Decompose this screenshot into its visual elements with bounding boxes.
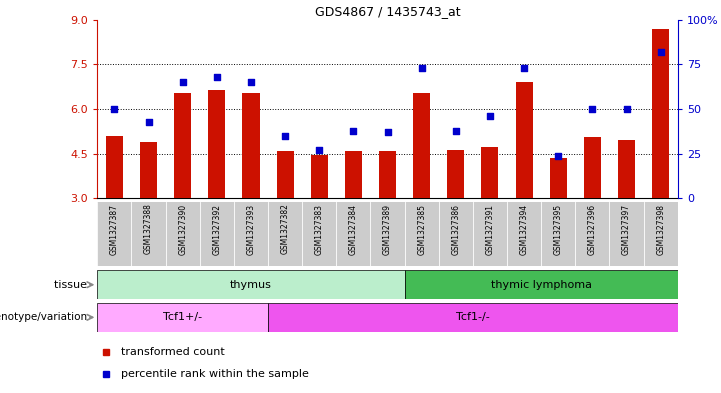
Point xyxy=(143,118,154,125)
Text: thymic lymphoma: thymic lymphoma xyxy=(491,280,592,290)
Point xyxy=(382,129,394,136)
Text: GSM1327387: GSM1327387 xyxy=(110,204,119,255)
Text: transformed count: transformed count xyxy=(120,347,224,357)
Text: GSM1327392: GSM1327392 xyxy=(212,204,221,255)
Text: GSM1327390: GSM1327390 xyxy=(178,204,187,255)
Text: GSM1327396: GSM1327396 xyxy=(588,204,597,255)
Point xyxy=(211,74,223,80)
Text: GSM1327389: GSM1327389 xyxy=(383,204,392,255)
Text: GSM1327382: GSM1327382 xyxy=(280,204,290,254)
Bar xyxy=(311,155,328,198)
Point xyxy=(109,106,120,112)
Text: GSM1327395: GSM1327395 xyxy=(554,204,563,255)
Bar xyxy=(404,270,678,299)
Bar xyxy=(277,151,293,198)
Text: GSM1327386: GSM1327386 xyxy=(451,204,460,255)
Bar xyxy=(482,147,498,198)
Bar xyxy=(174,93,191,198)
Bar xyxy=(268,303,678,332)
Text: Tcf1-/-: Tcf1-/- xyxy=(456,312,490,322)
Point xyxy=(177,79,188,85)
Bar xyxy=(140,142,157,198)
Bar xyxy=(516,82,533,198)
Bar xyxy=(413,93,430,198)
Bar xyxy=(584,138,601,198)
Point xyxy=(348,127,359,134)
Point xyxy=(621,106,632,112)
Text: GSM1327388: GSM1327388 xyxy=(144,204,153,254)
Point xyxy=(552,152,564,159)
Bar xyxy=(97,303,268,332)
Text: GSM1327391: GSM1327391 xyxy=(485,204,495,255)
Bar xyxy=(345,151,362,198)
Bar xyxy=(242,93,260,198)
Text: GSM1327397: GSM1327397 xyxy=(622,204,631,255)
Point xyxy=(416,65,428,71)
Point xyxy=(518,65,530,71)
Point xyxy=(245,79,257,85)
Text: genotype/variation: genotype/variation xyxy=(0,312,90,322)
Bar xyxy=(447,150,464,198)
Text: GSM1327384: GSM1327384 xyxy=(349,204,358,255)
Point xyxy=(655,49,666,55)
Bar xyxy=(652,29,669,198)
Bar xyxy=(618,140,635,198)
Text: percentile rank within the sample: percentile rank within the sample xyxy=(120,369,309,379)
Point xyxy=(279,133,291,139)
Text: tissue: tissue xyxy=(53,280,90,290)
Bar xyxy=(549,158,567,198)
Text: GSM1327393: GSM1327393 xyxy=(247,204,255,255)
Point xyxy=(314,147,325,153)
Text: thymus: thymus xyxy=(230,280,272,290)
Point xyxy=(450,127,461,134)
Text: GSM1327383: GSM1327383 xyxy=(315,204,324,255)
Title: GDS4867 / 1435743_at: GDS4867 / 1435743_at xyxy=(315,6,460,18)
Bar xyxy=(379,151,396,198)
Text: GSM1327394: GSM1327394 xyxy=(520,204,528,255)
Bar xyxy=(106,136,123,198)
Text: GSM1327385: GSM1327385 xyxy=(417,204,426,255)
Point xyxy=(485,113,496,119)
Text: GSM1327398: GSM1327398 xyxy=(656,204,665,255)
Text: Tcf1+/-: Tcf1+/- xyxy=(163,312,203,322)
Point xyxy=(587,106,598,112)
Bar xyxy=(97,270,404,299)
Bar xyxy=(208,90,226,198)
